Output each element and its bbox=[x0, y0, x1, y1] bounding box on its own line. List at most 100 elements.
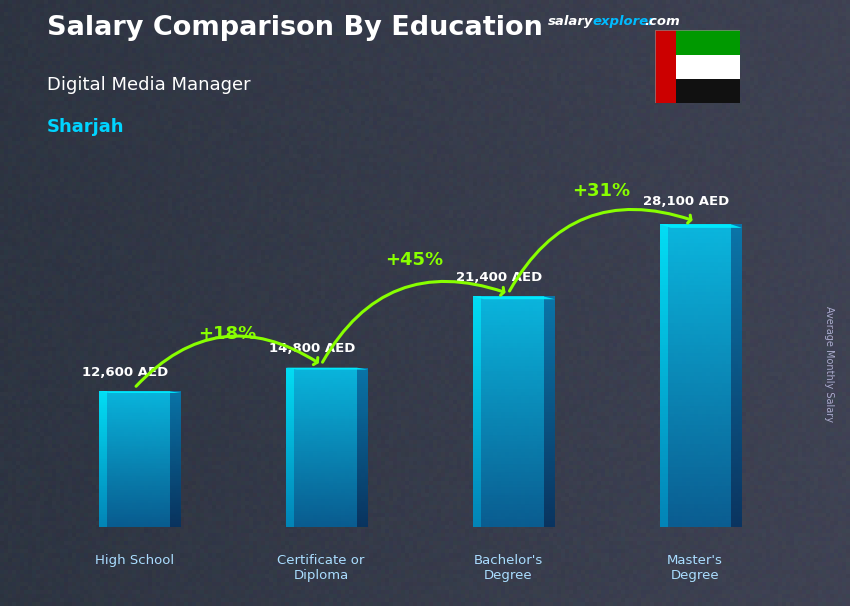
Bar bbox=[544, 421, 555, 424]
Bar bbox=[660, 387, 731, 391]
Bar bbox=[731, 497, 742, 501]
Bar bbox=[731, 470, 742, 474]
Bar bbox=[660, 490, 668, 493]
Bar bbox=[544, 501, 555, 504]
Bar bbox=[473, 325, 481, 328]
Bar bbox=[473, 501, 481, 504]
Bar bbox=[99, 413, 107, 415]
Bar bbox=[357, 455, 368, 458]
Bar bbox=[660, 490, 731, 493]
Bar bbox=[170, 512, 181, 514]
Bar bbox=[660, 459, 668, 463]
Text: 21,400 AED: 21,400 AED bbox=[456, 271, 542, 284]
Bar bbox=[473, 412, 544, 415]
Bar bbox=[286, 499, 357, 501]
Bar bbox=[473, 412, 481, 415]
Bar bbox=[99, 400, 107, 402]
Bar bbox=[544, 386, 555, 389]
Bar bbox=[99, 488, 107, 490]
Bar bbox=[660, 243, 731, 247]
Bar bbox=[357, 464, 368, 465]
Bar bbox=[286, 411, 357, 413]
Bar bbox=[544, 516, 555, 519]
Bar bbox=[473, 383, 481, 386]
Bar bbox=[99, 508, 170, 510]
Bar bbox=[99, 432, 107, 434]
Bar bbox=[99, 403, 107, 405]
Bar bbox=[99, 436, 107, 437]
Bar bbox=[660, 251, 731, 255]
Bar bbox=[286, 433, 294, 436]
Bar bbox=[286, 376, 294, 378]
Bar bbox=[286, 455, 294, 458]
Bar bbox=[99, 514, 170, 515]
Bar bbox=[660, 444, 668, 448]
Bar bbox=[731, 232, 742, 236]
Bar bbox=[473, 496, 544, 498]
Bar bbox=[731, 444, 742, 448]
Bar bbox=[544, 305, 555, 308]
Text: Salary Comparison By Education: Salary Comparison By Education bbox=[47, 15, 542, 41]
Bar bbox=[731, 364, 742, 368]
Bar bbox=[731, 334, 742, 338]
Bar bbox=[473, 455, 481, 458]
Bar bbox=[286, 402, 294, 404]
Bar bbox=[286, 525, 294, 527]
Bar bbox=[660, 436, 731, 440]
Bar bbox=[99, 391, 107, 393]
Bar bbox=[99, 420, 170, 422]
Bar bbox=[286, 410, 294, 411]
Bar bbox=[473, 504, 481, 507]
Bar bbox=[170, 398, 181, 400]
Bar bbox=[731, 508, 742, 512]
Bar bbox=[660, 285, 668, 288]
Bar bbox=[286, 370, 294, 371]
Bar bbox=[286, 430, 294, 431]
Bar bbox=[544, 403, 555, 406]
Bar bbox=[473, 470, 544, 473]
Bar bbox=[660, 239, 668, 243]
Bar bbox=[731, 482, 742, 485]
Bar bbox=[99, 441, 170, 442]
Bar bbox=[357, 396, 368, 398]
Bar bbox=[357, 390, 368, 391]
Bar bbox=[544, 319, 555, 322]
Bar bbox=[99, 519, 107, 521]
Bar bbox=[99, 419, 107, 420]
Bar bbox=[660, 236, 668, 239]
Bar bbox=[544, 342, 555, 345]
Bar bbox=[660, 463, 668, 467]
Bar bbox=[170, 447, 181, 449]
Bar bbox=[99, 517, 170, 519]
Bar bbox=[99, 415, 170, 417]
Bar bbox=[660, 448, 731, 451]
Bar bbox=[731, 361, 742, 364]
Bar bbox=[357, 447, 368, 450]
Bar bbox=[473, 444, 544, 447]
Bar bbox=[99, 434, 170, 436]
Bar bbox=[170, 497, 181, 498]
Bar bbox=[286, 493, 357, 495]
Bar bbox=[286, 444, 357, 445]
Bar bbox=[357, 491, 368, 493]
Bar bbox=[473, 337, 481, 340]
Bar bbox=[286, 427, 357, 430]
Bar bbox=[357, 503, 368, 505]
Bar bbox=[99, 410, 170, 411]
Bar bbox=[286, 405, 357, 407]
Bar bbox=[286, 382, 294, 384]
Bar bbox=[731, 421, 742, 425]
Bar bbox=[99, 403, 170, 405]
Bar bbox=[544, 368, 555, 371]
Bar bbox=[544, 498, 555, 501]
Bar bbox=[544, 395, 555, 398]
Bar bbox=[286, 503, 357, 505]
Bar bbox=[357, 384, 368, 385]
Bar bbox=[170, 487, 181, 488]
Bar bbox=[660, 353, 668, 357]
Bar bbox=[99, 419, 170, 420]
Bar bbox=[286, 391, 357, 393]
Bar bbox=[170, 456, 181, 458]
Bar bbox=[473, 377, 481, 380]
Bar bbox=[170, 463, 181, 464]
